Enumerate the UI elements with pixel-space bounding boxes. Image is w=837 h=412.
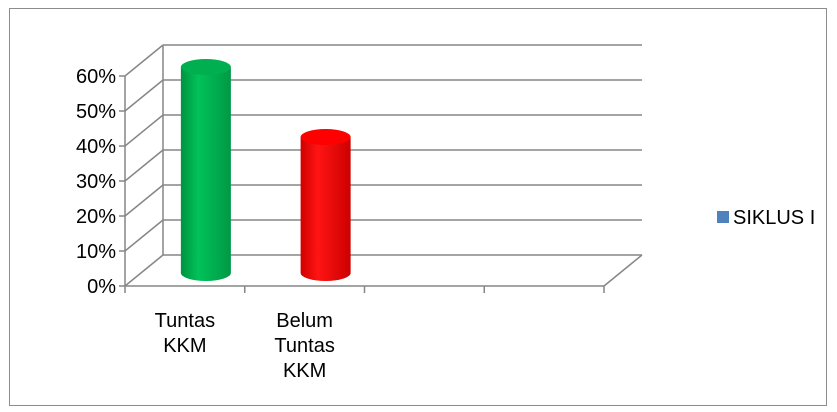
bar-top [180,59,231,75]
category-label: Belum Tuntas KKM [274,310,334,382]
legend-label: SIKLUS I [733,207,815,229]
category-label-line: Tuntas [274,335,334,357]
gridline-diagonal [124,44,164,77]
chart-frame [9,8,827,406]
y-tick-label: 60% [76,66,116,88]
gridline-diagonal [124,184,164,217]
y-tick-label: 0% [87,276,116,298]
category-label-line: Tuntas [155,310,215,332]
x-axis [124,285,605,293]
gridline-diagonal [124,79,164,112]
floor-right-edge [603,254,643,287]
gridlines [124,44,642,287]
gridline-diagonal [124,149,164,182]
y-tick-label: 10% [76,241,116,263]
y-tick-label: 20% [76,206,116,228]
category-label-line: Belum [276,310,333,332]
y-tick-label: 50% [76,101,116,123]
category-label-line: KKM [163,335,206,357]
gridline-diagonal [124,114,164,147]
y-tick-label: 40% [76,136,116,158]
gridline-diagonal [124,219,164,252]
legend: SIKLUS I [717,207,815,229]
bar-body [300,137,351,281]
bar-top [300,129,351,145]
bar [180,59,231,281]
legend-swatch [717,211,729,223]
bar-body [180,67,231,281]
gridline-diagonal [124,254,164,287]
bar [300,129,351,281]
category-labels: Tuntas KKM Belum Tuntas KKM [155,310,335,382]
category-label-line: KKM [283,360,326,382]
bars [180,59,351,281]
y-tick-label: 30% [76,171,116,193]
category-label: Tuntas KKM [155,310,215,357]
y-axis-ticks: 0% 10% 20% 30% 40% 50% 60% [76,66,125,298]
